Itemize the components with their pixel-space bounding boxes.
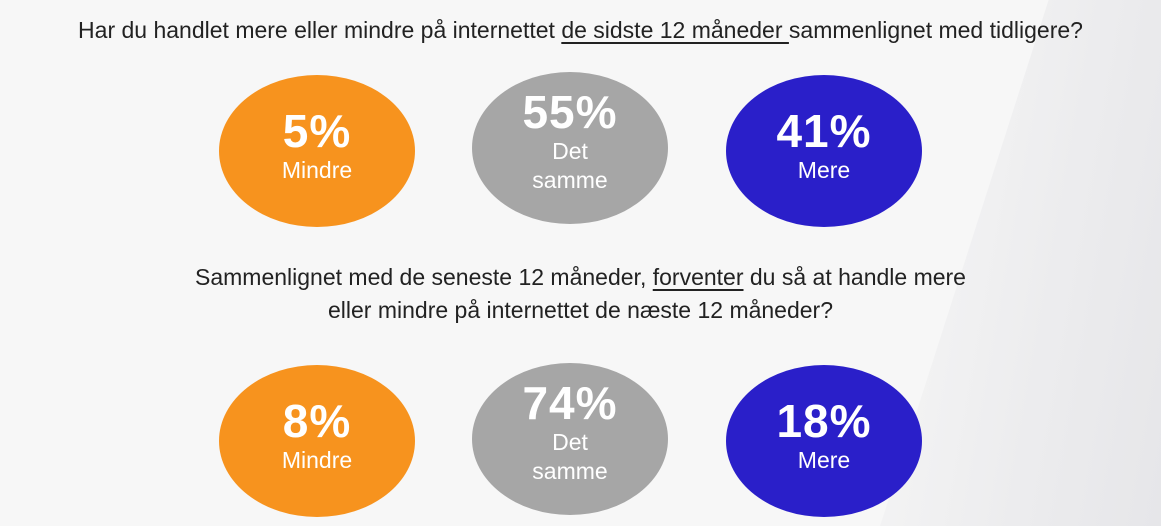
q2-oval-mindre: 8% Mindre: [219, 365, 415, 517]
q1-oval-det-samme: 55% Det samme: [472, 72, 668, 224]
question-2: Sammenlignet med de seneste 12 måneder, …: [0, 261, 1161, 327]
q1-det-samme-value: 55%: [522, 86, 618, 138]
q2-mere-value: 18%: [776, 395, 872, 447]
question-1: Har du handlet mere eller mindre på inte…: [0, 14, 1161, 47]
question-1-text-post: sammenlignet med tidligere?: [788, 17, 1083, 43]
q1-oval-mindre: 5% Mindre: [219, 75, 415, 227]
q2-det-samme-label: Det samme: [532, 429, 608, 484]
q2-mindre-label: Mindre: [281, 447, 353, 473]
question-2-text-mid: du så at handle mere: [743, 264, 966, 290]
q1-mere-label: Mere: [797, 157, 851, 183]
question-2-text-pre: Sammenlignet med de seneste 12 måneder,: [195, 264, 653, 290]
q2-mere-label: Mere: [797, 447, 851, 473]
q2-det-samme-value: 74%: [522, 377, 618, 429]
question-2-text-underlined: forventer: [652, 264, 744, 290]
q1-mindre-value: 5%: [282, 105, 352, 157]
q1-mindre-label: Mindre: [281, 157, 353, 183]
q1-det-samme-label: Det samme: [532, 138, 608, 193]
question-1-text-underlined: de sidste 12 måneder: [561, 17, 789, 43]
question-2-line-2: eller mindre på internettet de næste 12 …: [327, 297, 834, 323]
question-2-line-1: Sammenlignet med de seneste 12 måneder, …: [0, 261, 1161, 294]
q1-mere-value: 41%: [776, 105, 872, 157]
q2-oval-mere: 18% Mere: [726, 365, 922, 517]
q2-mindre-value: 8%: [282, 395, 352, 447]
q2-oval-det-samme: 74% Det samme: [472, 363, 668, 515]
question-1-text-pre: Har du handlet mere eller mindre på inte…: [78, 17, 562, 43]
q1-oval-mere: 41% Mere: [726, 75, 922, 227]
